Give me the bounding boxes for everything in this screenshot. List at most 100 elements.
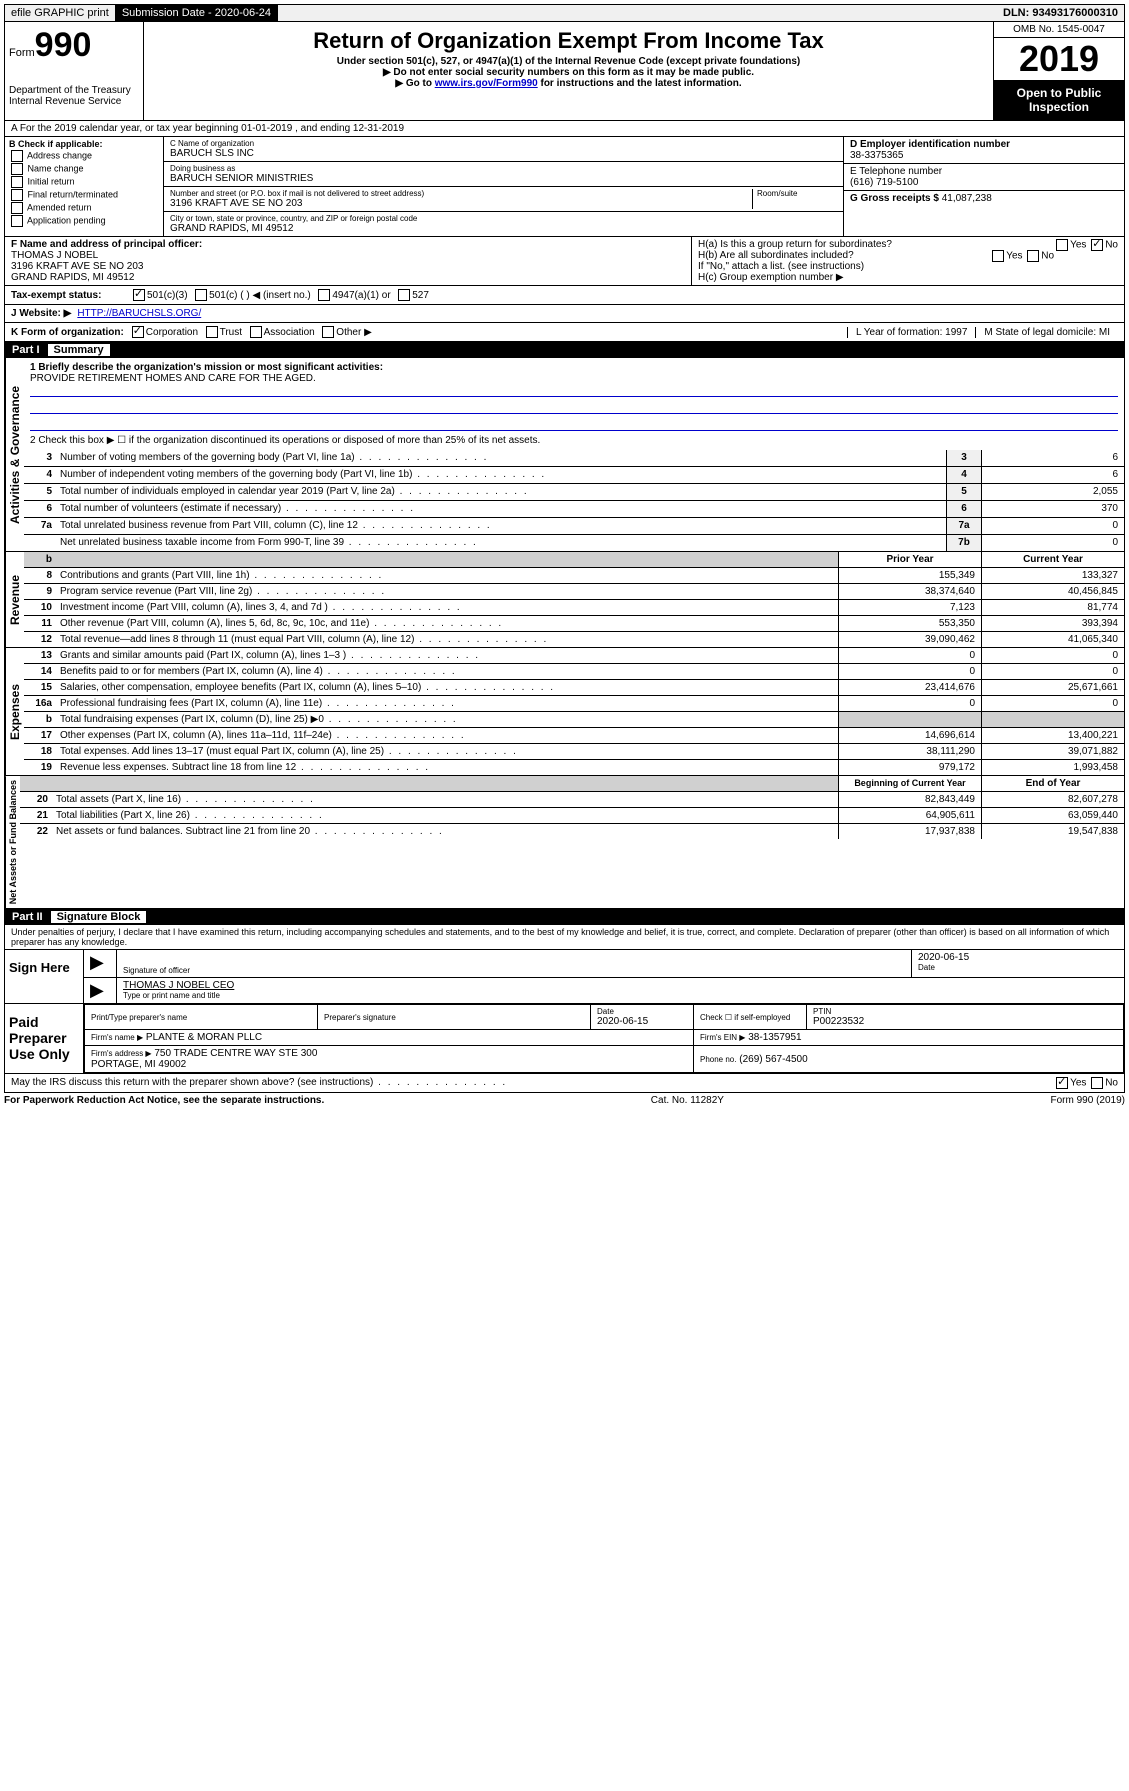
line-j-label: J Website: ▶ (11, 308, 71, 319)
line-num: 3 (24, 450, 56, 466)
line2: 2 Check this box ▶ ☐ if the organization… (30, 435, 1118, 446)
firm-phone: (269) 567-4500 (739, 1054, 807, 1065)
cb-527[interactable] (398, 289, 410, 301)
discuss-row: May the IRS discuss this return with the… (4, 1074, 1125, 1093)
checkbox-amended[interactable] (11, 202, 23, 214)
line-box: 7b (946, 535, 981, 551)
checkbox-initial-return[interactable] (11, 176, 23, 188)
line-val: 6 (981, 467, 1124, 483)
line-text: Contributions and grants (Part VIII, lin… (56, 568, 838, 583)
current-val (981, 712, 1124, 727)
year-formation: L Year of formation: 1997 (847, 327, 975, 338)
prior-val: 23,414,676 (838, 680, 981, 695)
expenses-label: Expenses (5, 648, 24, 775)
dept-treasury: Department of the Treasury Internal Reve… (9, 85, 139, 107)
footer: For Paperwork Reduction Act Notice, see … (4, 1093, 1125, 1108)
cb-501c[interactable] (195, 289, 207, 301)
sig-date: 2020-06-15 (918, 952, 1118, 963)
efile-btn[interactable]: efile GRAPHIC print (5, 5, 116, 21)
checkbox-app-pending[interactable] (11, 215, 23, 227)
cb-corp[interactable] (132, 326, 144, 338)
discuss-yes[interactable] (1056, 1077, 1068, 1089)
discuss-no[interactable] (1091, 1077, 1103, 1089)
line-text: Number of independent voting members of … (56, 467, 946, 483)
ein-label: D Employer identification number (850, 139, 1118, 150)
hb-no[interactable] (1027, 250, 1039, 262)
checkbox-final-return[interactable] (11, 189, 23, 201)
firm-name: PLANTE & MORAN PLLC (146, 1032, 262, 1043)
hc-label: H(c) Group exemption number ▶ (698, 272, 1118, 283)
note2-pre: ▶ Go to (395, 78, 434, 89)
current-val: 0 (981, 664, 1124, 679)
form-title: Return of Organization Exempt From Incom… (148, 28, 989, 54)
firm-phone-label: Phone no. (700, 1055, 736, 1064)
na-blank-num (20, 776, 52, 791)
room-label: Room/suite (757, 189, 837, 198)
beg-val: 17,937,838 (838, 824, 981, 839)
dln: DLN: 93493176000310 (997, 5, 1124, 21)
line-i: Tax-exempt status: 501(c)(3) 501(c) ( ) … (4, 286, 1125, 305)
firm-ein-label: Firm's EIN ▶ (700, 1033, 745, 1042)
irs-link[interactable]: www.irs.gov/Form990 (435, 78, 538, 89)
line-box: 6 (946, 501, 981, 517)
current-val: 81,774 (981, 600, 1124, 615)
cb-assoc[interactable] (250, 326, 262, 338)
beg-val: 64,905,611 (838, 808, 981, 823)
current-val: 1,993,458 (981, 760, 1124, 775)
revenue-label: Revenue (5, 552, 24, 647)
form-number: 990 (35, 26, 92, 64)
revenue-section: Revenue b Prior Year Current Year 8 Cont… (4, 552, 1125, 648)
form-header: Form990 Department of the Treasury Inter… (4, 22, 1125, 121)
line-text: Total liabilities (Part X, line 26) (52, 808, 838, 823)
website-link[interactable]: HTTP://BARUCHSLS.ORG/ (77, 308, 201, 319)
line-box: 3 (946, 450, 981, 466)
cb-trust[interactable] (206, 326, 218, 338)
line-val: 0 (981, 518, 1124, 534)
cb-other[interactable] (322, 326, 334, 338)
label-amended: Amended return (27, 202, 92, 212)
ha-label: H(a) Is this a group return for subordin… (698, 239, 892, 250)
line-val: 6 (981, 450, 1124, 466)
ha-yes[interactable] (1056, 239, 1068, 251)
cb-4947[interactable] (318, 289, 330, 301)
line-text: Total expenses. Add lines 13–17 (must eq… (56, 744, 838, 759)
prep-sig-label: Preparer's signature (324, 1013, 584, 1022)
line-num: 20 (20, 792, 52, 807)
line-k: K Form of organization: Corporation Trus… (4, 323, 1125, 342)
line-num: 8 (24, 568, 56, 583)
ptin-label: PTIN (813, 1007, 1117, 1016)
paid-preparer-label: Paid Preparer Use Only (5, 1004, 84, 1073)
cb-501c3[interactable] (133, 289, 145, 301)
no3: No (1105, 1078, 1118, 1089)
beg-val: 82,843,449 (838, 792, 981, 807)
city-label: City or town, state or province, country… (170, 214, 837, 223)
line-j: J Website: ▶ HTTP://BARUCHSLS.ORG/ (4, 305, 1125, 323)
line-num: 13 (24, 648, 56, 663)
opt-501c3: 501(c)(3) (147, 290, 188, 301)
prior-val (838, 712, 981, 727)
firm-name-label: Firm's name ▶ (91, 1033, 143, 1042)
checkbox-address-change[interactable] (11, 150, 23, 162)
ha-no[interactable] (1091, 239, 1103, 251)
line-text: Professional fundraising fees (Part IX, … (56, 696, 838, 711)
line-num: 21 (20, 808, 52, 823)
line-text: Other revenue (Part VIII, column (A), li… (56, 616, 838, 631)
gross-label: G Gross receipts $ (850, 193, 939, 204)
part1-num: Part I (12, 344, 40, 356)
line-text: Grants and similar amounts paid (Part IX… (56, 648, 838, 663)
preparer-table: Print/Type preparer's name Preparer's si… (84, 1004, 1124, 1073)
prior-val: 38,111,290 (838, 744, 981, 759)
blank-text (56, 552, 838, 567)
section-bcd: B Check if applicable: Address change Na… (4, 137, 1125, 237)
beg-year-header: Beginning of Current Year (838, 776, 981, 791)
netassets-section: Net Assets or Fund Balances Beginning of… (4, 776, 1125, 909)
label-final-return: Final return/terminated (28, 189, 119, 199)
line-text: Total revenue—add lines 8 through 11 (mu… (56, 632, 838, 647)
checkbox-name-change[interactable] (11, 163, 23, 175)
prior-val: 0 (838, 664, 981, 679)
part1-header: Part I Summary (4, 342, 1125, 358)
part2-num: Part II (12, 911, 43, 923)
prior-val: 979,172 (838, 760, 981, 775)
label-app-pending: Application pending (27, 215, 106, 225)
hb-yes[interactable] (992, 250, 1004, 262)
